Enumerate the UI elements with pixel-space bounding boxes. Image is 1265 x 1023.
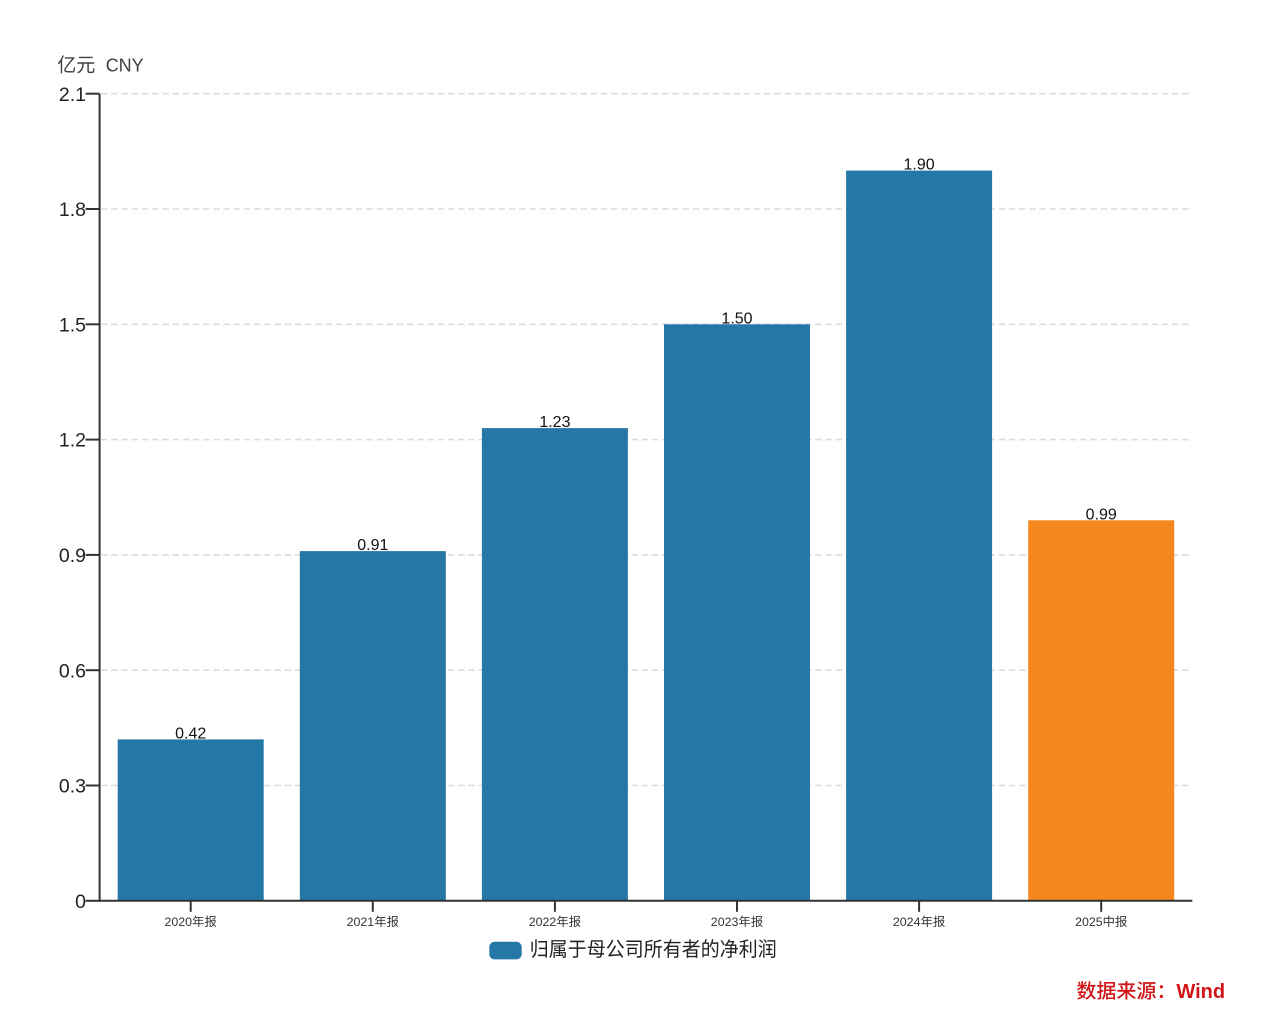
svg-text:1.23: 1.23 <box>539 414 570 431</box>
svg-text:0.6: 0.6 <box>59 660 86 682</box>
svg-text:1.8: 1.8 <box>59 199 86 221</box>
svg-text:2022: 2022 <box>529 915 557 929</box>
svg-text:2025: 2025 <box>1075 915 1103 929</box>
svg-text:2024: 2024 <box>893 915 921 929</box>
svg-text:1.90: 1.90 <box>904 157 935 174</box>
svg-text:CNY: CNY <box>106 56 144 76</box>
svg-text:0.42: 0.42 <box>175 725 206 742</box>
svg-text:2023: 2023 <box>711 915 739 929</box>
svg-text:0.9: 0.9 <box>59 545 86 567</box>
svg-text:0: 0 <box>75 891 86 913</box>
svg-text:0.3: 0.3 <box>59 776 86 798</box>
svg-text:1.5: 1.5 <box>59 314 86 336</box>
svg-text:1.2: 1.2 <box>59 430 86 452</box>
svg-text:2.1: 2.1 <box>59 84 86 106</box>
svg-text:0.91: 0.91 <box>357 537 388 554</box>
svg-text:2020: 2020 <box>165 915 193 929</box>
svg-text:1.50: 1.50 <box>721 310 752 327</box>
svg-text:2021: 2021 <box>347 915 375 929</box>
svg-text:0.99: 0.99 <box>1086 506 1117 523</box>
svg-text:Wind: Wind <box>1176 981 1225 1003</box>
